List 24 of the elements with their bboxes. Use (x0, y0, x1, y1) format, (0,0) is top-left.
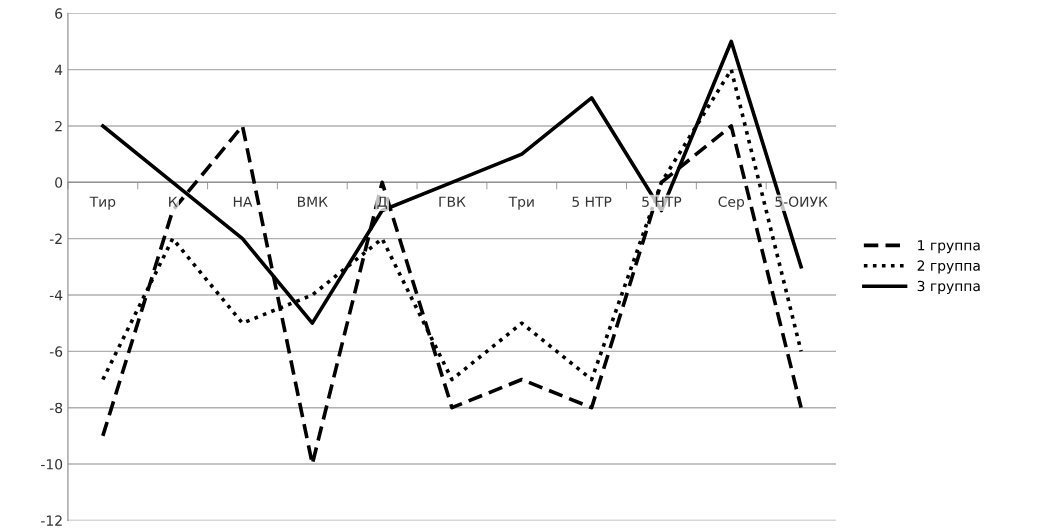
legend-label: 3 группа (917, 280, 980, 294)
x-tick-label: Д (377, 196, 387, 209)
x-tick-label: 5-ОИУК (775, 196, 828, 207)
y-tick-label: -10 (41, 459, 63, 470)
x-tick-label: Сер (718, 196, 745, 210)
x-tick-label: 5 НТР (572, 196, 612, 207)
x-tick-label: НА (233, 196, 253, 207)
legend-label: 2 группа (917, 260, 980, 274)
x-tick-label: ВМК (297, 196, 328, 207)
y-tick-label: 4 (54, 64, 63, 75)
y-tick-label: -12 (41, 515, 62, 526)
y-tick-label: -4 (49, 290, 63, 301)
x-tick-label: Три (508, 196, 534, 210)
y-tick-label: 6 (55, 8, 63, 19)
x-tick-label: Тир (89, 196, 116, 210)
y-tick-label: 0 (55, 177, 63, 188)
y-tick-label: -8 (49, 402, 63, 414)
x-tick-label: К (169, 196, 178, 207)
x-tick-label: 5 НТР (642, 196, 682, 207)
x-tick-label: ГВК (439, 196, 466, 207)
legend-label: 1 группа (918, 240, 980, 254)
y-tick-label: -6 (49, 346, 63, 357)
y-tick-label: -2 (49, 233, 62, 244)
y-tick-label: 2 (55, 120, 62, 132)
